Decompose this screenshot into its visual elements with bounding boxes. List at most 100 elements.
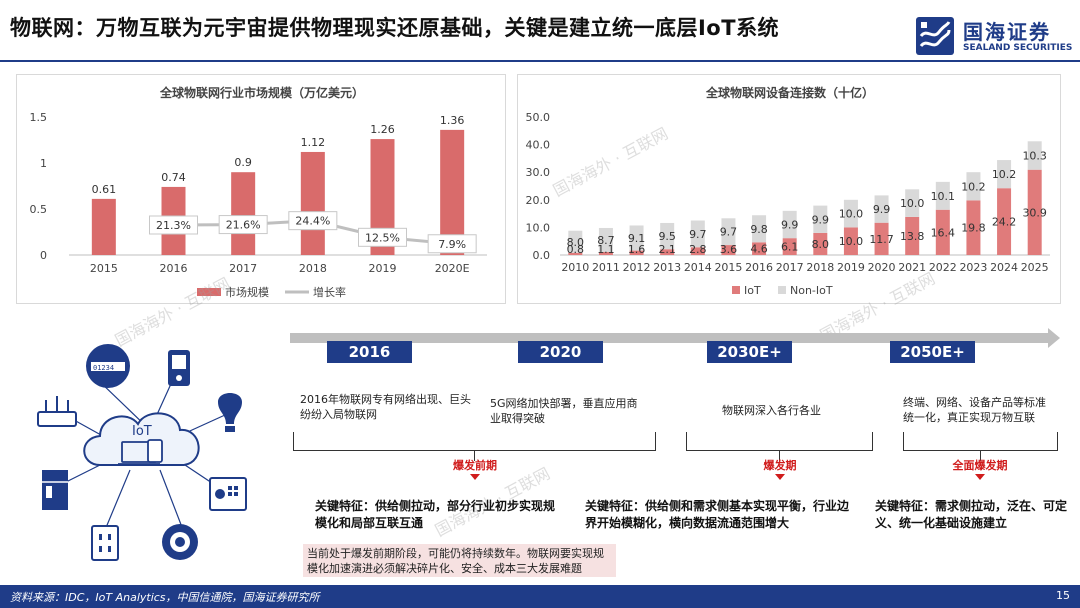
chart2-xtick: 2012	[623, 261, 651, 274]
chart2-xtick: 2024	[990, 261, 1018, 274]
chart1-growth-label-box	[288, 211, 338, 231]
chart2-iot-value: 2.1	[658, 243, 676, 256]
chart2-iot-value: 4.6	[750, 243, 768, 256]
chart2-iot-value: 1.6	[628, 243, 646, 256]
chart2-bar-noniot	[721, 218, 736, 246]
chart2-iot-value: 1.1	[597, 243, 615, 256]
chart2-xtick: 2015	[714, 261, 742, 274]
chart2-bar-iot	[813, 232, 828, 255]
device-connections-chart: 全球物联网设备连接数（十亿） 50.0 40.0 30.0 20.0 10.0 0.0 0.8…	[526, 85, 1050, 297]
chart2-noniot-value: 8.7	[597, 234, 615, 247]
smart-meter-icon: 01234	[86, 344, 130, 388]
stage-2016-description: 2016年物联网专有网络出现、巨头纷纷入局物联网	[300, 393, 471, 421]
refrigerator-icon	[42, 470, 68, 510]
chart2-xtick: 2011	[592, 261, 620, 274]
chart2-iot-value: 16.4	[931, 226, 956, 239]
chart2-bar-iot	[598, 251, 613, 255]
thermostat-icon	[168, 350, 190, 386]
chart2-bar-iot	[905, 216, 920, 255]
header-divider	[0, 60, 1080, 62]
chart2-bar-iot	[782, 238, 797, 255]
chart2-noniot-value: 10.1	[931, 190, 956, 203]
chart1-legend-line: 增长率	[313, 285, 346, 299]
chart1-bar-value: 0.74	[161, 171, 186, 184]
phase-full-arrow-icon	[975, 474, 985, 480]
chart2-bar-iot	[935, 209, 950, 255]
chart1-growth-label: 24.4%	[295, 215, 330, 228]
chart1-ytick: 0	[40, 249, 47, 262]
chart2-xtick: 2016	[745, 261, 773, 274]
chart2-iot-value: 13.8	[900, 230, 925, 243]
chart2-iot-value: 10.0	[839, 235, 864, 248]
chart1-xtick: 2015	[90, 262, 118, 275]
chart2-xtick: 2018	[806, 261, 834, 274]
chart1-growth-label: 7.9%	[438, 238, 466, 251]
chart2-bar-noniot	[966, 172, 981, 201]
chart1-ytick: 0.5	[30, 203, 48, 216]
chart1-bar-value: 1.12	[301, 136, 326, 149]
chart2-noniot-value: 9.7	[689, 228, 707, 241]
page-number: 15	[1056, 589, 1070, 602]
chart2-noniot-value: 8.0	[567, 236, 585, 249]
smart-bulb-icon	[218, 393, 242, 432]
phase-boom-label: 爆发期	[763, 459, 797, 472]
chart2-bar-noniot	[905, 189, 920, 217]
chart2-noniot-value: 10.2	[992, 168, 1017, 181]
chart1-growth-label-box	[149, 215, 198, 235]
chart2-ytick: 30.0	[526, 166, 551, 179]
timeline-year-2030: 2030E+	[707, 341, 792, 363]
chart2-iot-value: 30.9	[1022, 206, 1047, 219]
chart2-noniot-value: 10.0	[900, 197, 925, 210]
chart1-xtick: 2018	[299, 262, 327, 275]
stage-2030-description: 物联网深入各行各业	[722, 404, 821, 417]
smoke-detector-icon	[162, 524, 198, 560]
bracket-early-phase	[293, 432, 656, 451]
chart2-bar-iot	[997, 188, 1012, 255]
connections-chart-panel: 全球物联网设备连接数（十亿） 50.0 40.0 30.0 20.0 10.0 0.0 0.8…	[517, 74, 1061, 304]
chart2-noniot-value: 9.9	[781, 219, 799, 232]
chart2-iot-value: 11.7	[869, 233, 894, 246]
company-logo: 国海证券 SEALAND SECURITIES	[915, 14, 1075, 58]
bracket-boom-stem	[779, 451, 780, 461]
phase-early-label: 爆发前期	[453, 459, 497, 472]
chart2-bar-iot	[629, 250, 644, 255]
chart2-ytick: 10.0	[526, 221, 551, 234]
feature-full: 关键特征：需求侧拉动，泛在、可定义、统一化基础设施建立	[875, 499, 1068, 530]
logo-chinese-text: 国海证券	[963, 20, 1051, 44]
chart2-bar-noniot	[598, 227, 613, 252]
chart2-title: 全球物联网设备连接数（十亿）	[705, 85, 874, 100]
chart1-bar-value: 0.9	[234, 156, 252, 169]
chart2-xtick: 2025	[1021, 261, 1049, 274]
timeline-year-2020: 2020	[518, 341, 603, 363]
phase-boom-arrow-icon	[775, 474, 785, 480]
page-title: 物联网：万物互联为元宇宙提供物理现实还原基础，关键是建立统一底层IoT系统	[10, 16, 780, 40]
chart1-bar-value: 1.26	[370, 123, 395, 136]
chart2-bar-iot	[660, 249, 675, 255]
chart1-bar-value: 1.36	[440, 114, 465, 127]
bracket-full-stem	[980, 451, 981, 461]
chart1-legend-swatch-bar	[197, 288, 221, 296]
chart2-ytick: 50.0	[526, 111, 551, 124]
chart1-growth-label-box	[218, 215, 268, 235]
iot-center-label: IoT	[132, 424, 152, 439]
chart2-bar-iot	[843, 227, 858, 255]
timeline-year-2016: 2016	[327, 341, 412, 363]
chart2-bar-noniot	[843, 199, 858, 228]
logo-english-text: SEALAND SECURITIES	[963, 43, 1073, 53]
chart1-title: 全球物联网行业市场规模（万亿美元）	[159, 85, 364, 100]
phase-early-arrow-icon	[470, 474, 480, 480]
chart2-bar-iot	[752, 242, 767, 255]
chart1-ytick: 1.5	[30, 111, 48, 124]
chart2-iot-value: 6.1	[781, 241, 799, 254]
chart1-bar	[231, 172, 256, 255]
chart1-growth-label: 21.3%	[156, 219, 191, 232]
chart2-bar-noniot	[997, 160, 1012, 189]
chart2-iot-value: 8.0	[812, 238, 830, 251]
chart2-noniot-value: 9.1	[628, 232, 646, 245]
timeline-arrow-bar	[290, 333, 1050, 343]
stage-2020-description: 5G网络加快部署，垂直应用商业取得突破	[490, 397, 638, 425]
chart2-bar-noniot	[935, 181, 950, 210]
chart1-ytick: 1	[40, 157, 47, 170]
chart2-xtick: 2010	[561, 261, 589, 274]
timeline-arrow-head	[1048, 328, 1060, 348]
